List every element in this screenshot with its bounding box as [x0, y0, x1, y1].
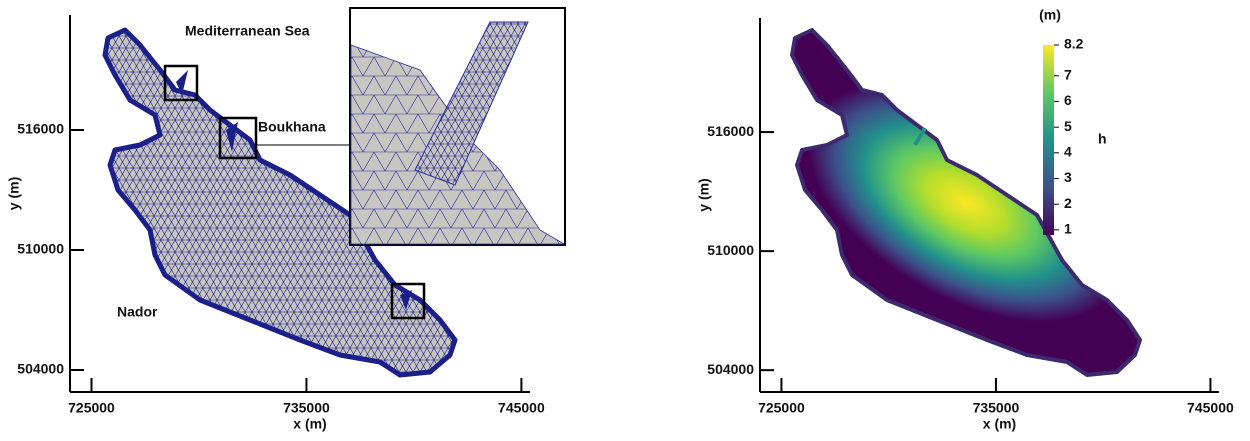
colorbar: [1043, 45, 1054, 235]
x-axis-label: x (m): [293, 416, 326, 432]
y-tick-label: 504000: [707, 361, 754, 377]
colorbar-label: h: [1098, 131, 1107, 147]
colorbar-unit: (m): [1039, 7, 1061, 23]
y-tick-label: 516000: [707, 123, 754, 139]
colorbar-tick-label: 1: [1064, 221, 1072, 237]
x-tick-label: 735000: [283, 400, 330, 416]
colorbar-tick-label: 2: [1064, 195, 1072, 211]
lagoon-depth: [792, 30, 1140, 375]
annotation: Mediterranean Sea: [185, 23, 310, 39]
x-tick-label: 725000: [758, 400, 805, 416]
y-axis-label: y (m): [696, 178, 712, 211]
x-tick-label: 735000: [973, 400, 1020, 416]
y-tick-label: 510000: [17, 241, 64, 257]
x-tick-label: 745000: [1187, 400, 1234, 416]
y-tick-label: 510000: [707, 242, 754, 258]
annotation: Boukhana: [258, 119, 326, 135]
y-axis-label: y (m): [6, 177, 22, 210]
figure: 725000 735000 745000 504000 510000 516000 x (m…: [0, 0, 1250, 436]
colorbar-tick-label: 5: [1064, 118, 1072, 134]
y-tick-label: 504000: [17, 361, 64, 377]
x-axis-label: x (m): [983, 416, 1016, 432]
annotation: Nador: [117, 304, 158, 320]
x-tick-label: 725000: [68, 400, 115, 416]
x-tick-label: 745000: [498, 400, 545, 416]
colorbar-tick-label: 8.2: [1064, 36, 1084, 52]
colorbar-tick-label: 4: [1064, 144, 1072, 160]
colorbar-tick-label: 3: [1064, 169, 1072, 185]
panels: [105, 8, 1140, 375]
inset: [350, 8, 565, 245]
y-tick-label: 516000: [17, 121, 64, 137]
colorbar-tick-label: 6: [1064, 92, 1072, 108]
colorbar-tick-label: 7: [1064, 67, 1072, 83]
